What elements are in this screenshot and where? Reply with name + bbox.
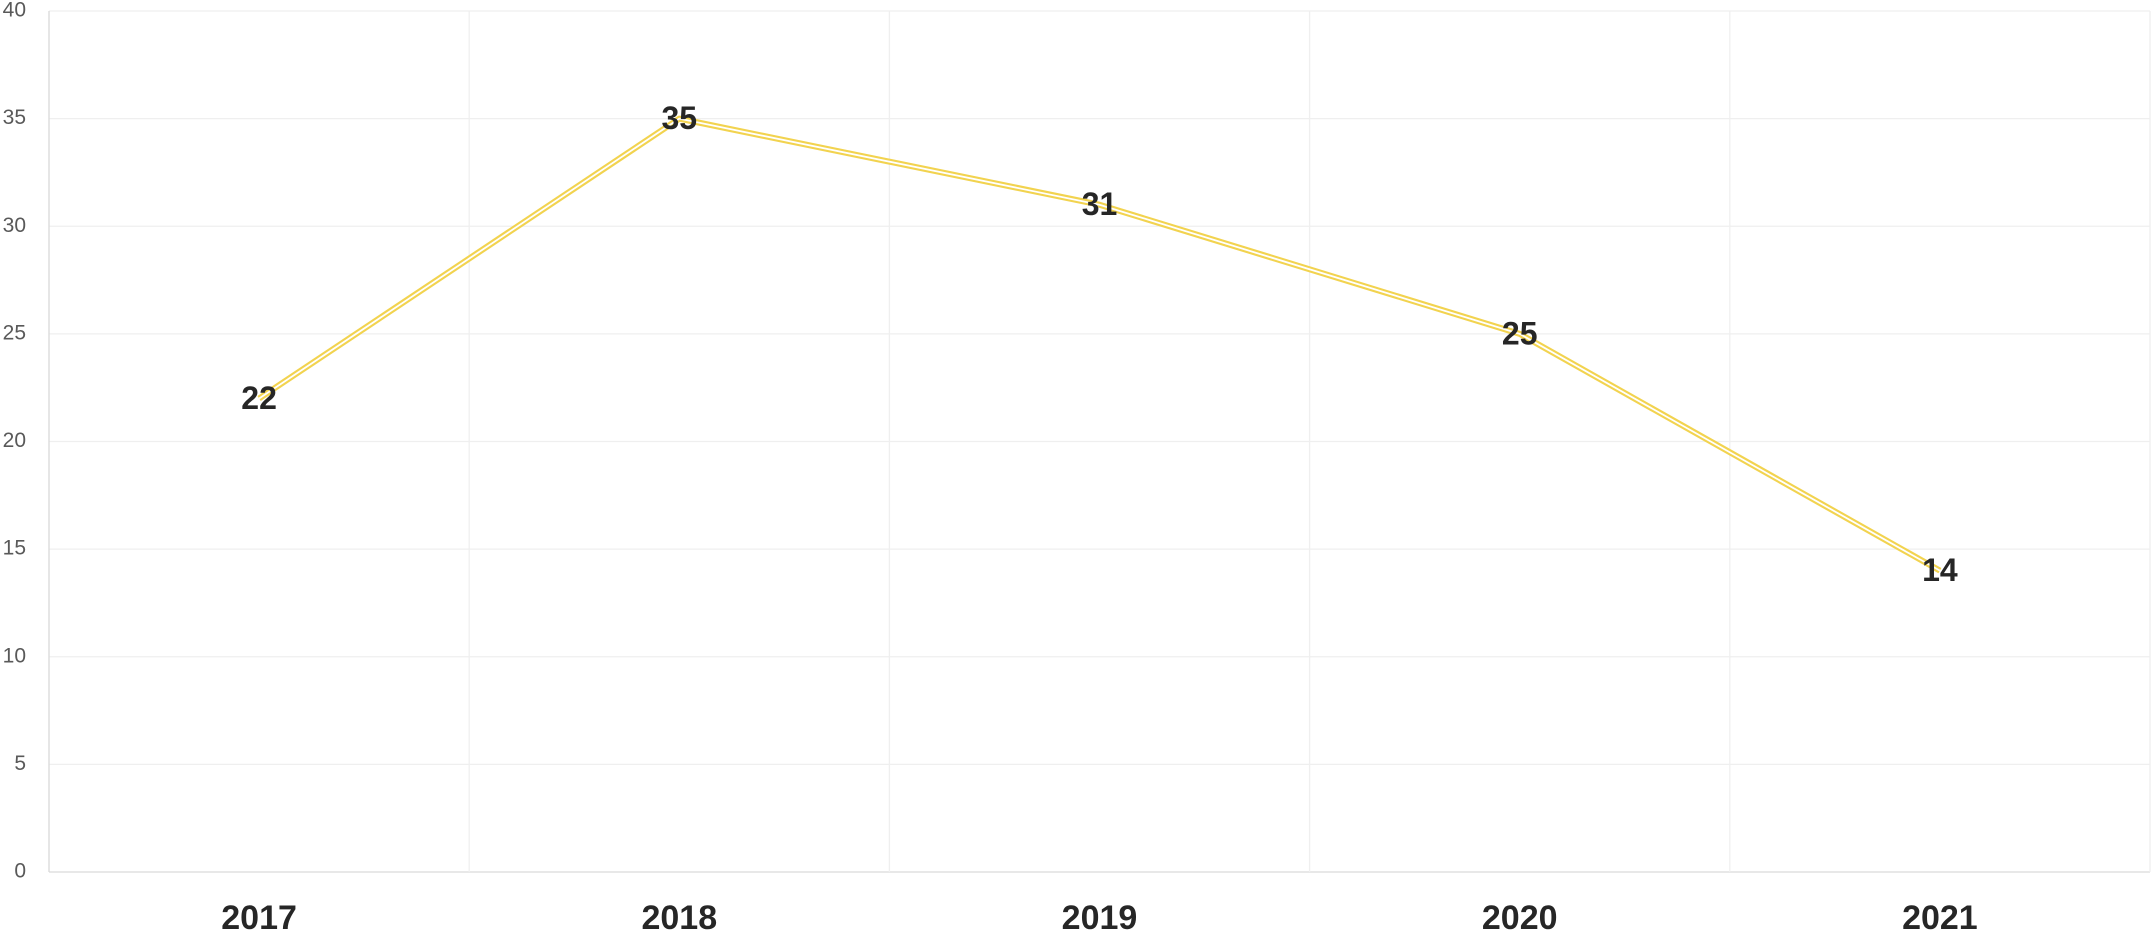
y-tick-label: 30: [3, 214, 26, 237]
y-tick-label: 40: [3, 0, 26, 22]
line-inner: [258, 117, 1941, 572]
data-label: 31: [1082, 186, 1118, 222]
y-tick-label: 20: [3, 429, 26, 452]
data-label: 22: [241, 380, 277, 416]
y-tick-label: 25: [3, 321, 26, 344]
x-tick-label: 2018: [641, 899, 717, 937]
y-tick-label: 5: [14, 752, 26, 775]
x-tick-label: 2021: [1902, 899, 1978, 937]
y-tick-label: 10: [3, 644, 26, 667]
y-tick-label: 15: [3, 537, 26, 560]
data-label: 25: [1502, 315, 1538, 351]
x-tick-label: 2017: [221, 899, 297, 937]
y-tick-label: 35: [3, 106, 26, 129]
x-tick-label: 2019: [1062, 899, 1138, 937]
x-tick-label: 2020: [1482, 899, 1558, 937]
data-label: 14: [1922, 552, 1958, 588]
y-tick-label: 0: [14, 860, 26, 883]
data-label: 35: [662, 100, 698, 136]
